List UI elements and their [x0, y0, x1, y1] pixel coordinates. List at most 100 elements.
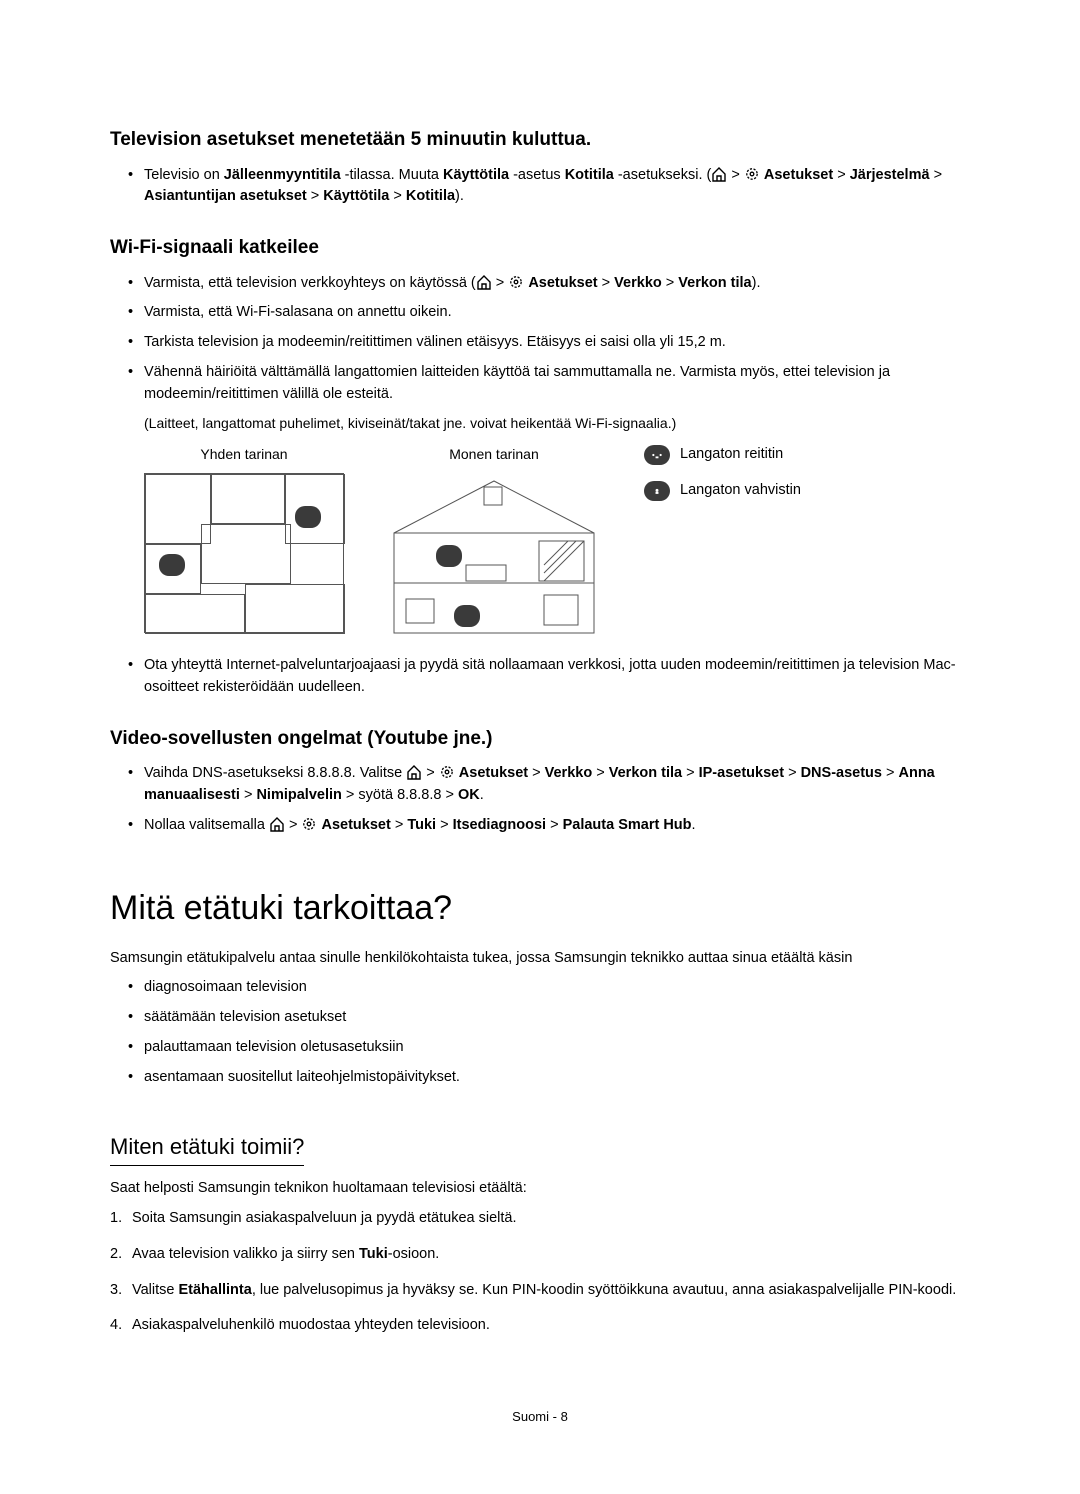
- settings-icon: [439, 764, 455, 780]
- step-item: Soita Samsungin asiakaspalveluun ja pyyd…: [110, 1208, 970, 1230]
- legend-label: Langaton vahvistin: [680, 480, 801, 502]
- settings-icon: [301, 816, 317, 832]
- list-remote-support: diagnosoimaan television säätämään telev…: [110, 977, 970, 1088]
- floorplan-box: [144, 473, 344, 633]
- text: -asetus: [509, 167, 565, 183]
- path-network-status: Verkon tila: [609, 765, 682, 781]
- heading-wifi: Wi-Fi-signaali katkeilee: [110, 234, 970, 263]
- text: ).: [455, 188, 464, 204]
- diagram-multi-story: Monen tarinan: [384, 444, 604, 643]
- path-network: Verkko: [545, 765, 593, 781]
- separator: >: [682, 765, 699, 781]
- house-box: [384, 473, 604, 643]
- diagram-label: Monen tarinan: [384, 444, 604, 465]
- path-home: Kotitila: [406, 188, 455, 204]
- settings-icon: [744, 166, 760, 182]
- remote-how-intro: Saat helposti Samsungin teknikon huoltam…: [110, 1178, 970, 1200]
- separator: >: [727, 167, 744, 183]
- mode-home: Kotitila: [565, 167, 614, 183]
- legend-label: Langaton reititin: [680, 444, 783, 466]
- list-item: Tarkista television ja modeemin/reititti…: [128, 332, 970, 354]
- list-wifi-cont: Ota yhteyttä Internet-palveluntarjoajaas…: [110, 655, 970, 699]
- separator: >: [662, 275, 679, 291]
- step-item: Avaa television valikko ja siirry sen Tu…: [110, 1244, 970, 1266]
- text: ).: [752, 275, 761, 291]
- heading-how-remote-works: Miten etätuki toimii?: [110, 1130, 304, 1166]
- list-tv-settings: Televisio on Jälleenmyyntitila -tilassa.…: [110, 165, 970, 209]
- router-icon: [295, 506, 321, 528]
- step-item: Valitse Etähallinta, lue palvelusopimus …: [110, 1280, 970, 1302]
- text: Valitse: [132, 1282, 178, 1298]
- path-network: Verkko: [614, 275, 662, 291]
- list-item: palauttamaan television oletusasetuksiin: [128, 1037, 970, 1059]
- path-dns: DNS-asetus: [801, 765, 882, 781]
- text: > syötä 8.8.8.8 >: [342, 787, 458, 803]
- path-settings: Asetukset: [321, 817, 390, 833]
- diagram-single-story: Yhden tarinan: [144, 444, 344, 633]
- diagram-label: Yhden tarinan: [144, 444, 344, 465]
- list-wifi: Varmista, että television verkkoyhteys o…: [110, 273, 970, 406]
- text: .: [692, 817, 696, 833]
- separator: >: [930, 167, 943, 183]
- path-ok: OK: [458, 787, 480, 803]
- house-svg: [384, 473, 604, 643]
- text: , lue palvelusopimus ja hyväksy se. Kun …: [252, 1282, 956, 1298]
- list-item: säätämään television asetukset: [128, 1007, 970, 1029]
- heading-tv-settings-lost: Television asetukset menetetään 5 minuut…: [110, 126, 970, 155]
- list-item: Vähennä häiriöitä välttämällä langattomi…: [128, 362, 970, 406]
- page-footer: Suomi - 8: [110, 1407, 970, 1427]
- path-expert: Asiantuntijan asetukset: [144, 188, 307, 204]
- separator: >: [546, 817, 563, 833]
- separator: >: [784, 765, 801, 781]
- text: -tilassa. Muuta: [341, 167, 443, 183]
- mode-usage: Käyttötila: [443, 167, 509, 183]
- text: -asetukseksi. (: [614, 167, 712, 183]
- extender-icon: [159, 554, 185, 576]
- separator: >: [391, 817, 408, 833]
- heading-remote-support: Mitä etätuki tarkoittaa?: [110, 883, 970, 934]
- legend-extender: Langaton vahvistin: [644, 480, 801, 502]
- text: Avaa television valikko ja siirry sen: [132, 1246, 359, 1262]
- path-settings: Asetukset: [764, 167, 833, 183]
- path-support: Tuki: [359, 1246, 388, 1262]
- list-item: Nollaa valitsemalla > Asetukset > Tuki >…: [128, 815, 970, 837]
- router-icon: [454, 605, 480, 627]
- path-support: Tuki: [407, 817, 436, 833]
- extender-icon: [436, 545, 462, 567]
- list-item: Ota yhteyttä Internet-palveluntarjoajaas…: [128, 655, 970, 699]
- list-item: Varmista, että Wi-Fi-salasana on annettu…: [128, 302, 970, 324]
- settings-icon: [508, 274, 524, 290]
- path-system: Järjestelmä: [850, 167, 930, 183]
- extender-icon: [644, 481, 670, 501]
- text: .: [480, 787, 484, 803]
- wifi-diagrams: Yhden tarinan Monen tarinan: [144, 444, 970, 643]
- separator: >: [389, 188, 406, 204]
- path-remote-mgmt: Etähallinta: [178, 1282, 251, 1298]
- mode-retail: Jälleenmyyntitila: [224, 167, 341, 183]
- text: Televisio on: [144, 167, 224, 183]
- path-settings: Asetukset: [528, 275, 597, 291]
- separator: >: [436, 817, 453, 833]
- list-item: Vaihda DNS-asetukseksi 8.8.8.8. Valitse …: [128, 763, 970, 807]
- legend-router: Langaton reititin: [644, 444, 801, 466]
- router-icon: [644, 445, 670, 465]
- text: -osioon.: [388, 1246, 440, 1262]
- separator: >: [592, 765, 609, 781]
- home-icon: [711, 166, 727, 182]
- separator: >: [307, 188, 324, 204]
- list-item: Televisio on Jälleenmyyntitila -tilassa.…: [128, 165, 970, 209]
- path-settings: Asetukset: [459, 765, 528, 781]
- separator: >: [528, 765, 545, 781]
- text: Vaihda DNS-asetukseksi 8.8.8.8. Valitse: [144, 765, 406, 781]
- home-icon: [406, 764, 422, 780]
- diagram-legend: Langaton reititin Langaton vahvistin: [644, 444, 801, 530]
- list-item: asentamaan suositellut laiteohjelmistopä…: [128, 1067, 970, 1089]
- path-ip: IP-asetukset: [699, 765, 784, 781]
- heading-video-apps: Video-sovellusten ongelmat (Youtube jne.…: [110, 725, 970, 754]
- remote-support-intro: Samsungin etätukipalvelu antaa sinulle h…: [110, 948, 970, 970]
- path-nameserver: Nimipalvelin: [256, 787, 341, 803]
- home-icon: [476, 274, 492, 290]
- separator: >: [598, 275, 615, 291]
- wifi-note: (Laitteet, langattomat puhelimet, kivise…: [110, 413, 970, 434]
- separator: >: [492, 275, 509, 291]
